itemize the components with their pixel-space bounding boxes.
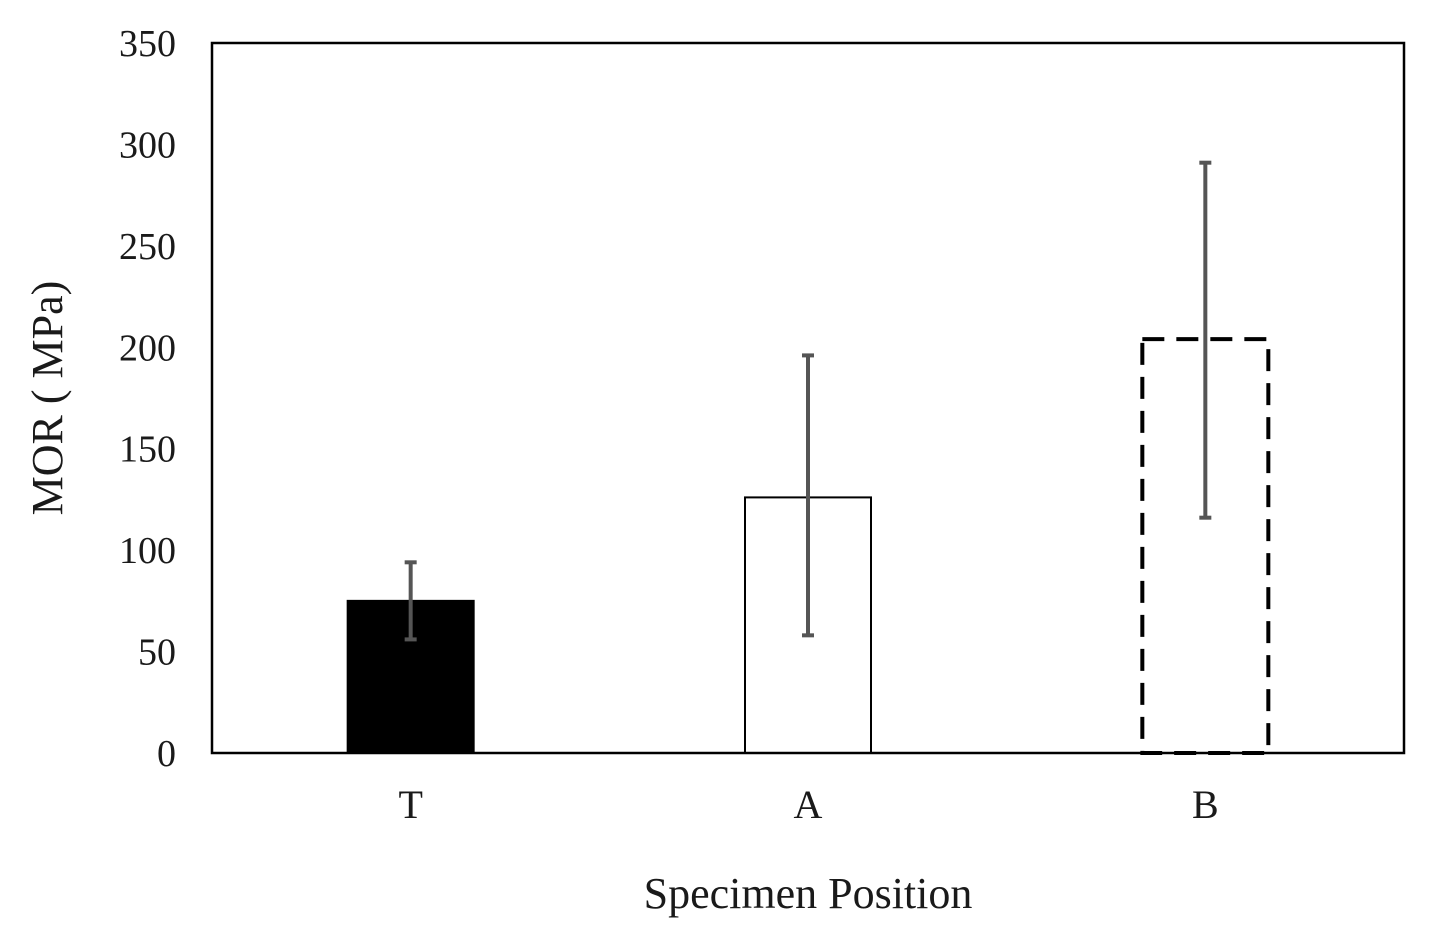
y-axis-title: MOR ( MPa) xyxy=(23,281,72,516)
plot-area-frame xyxy=(210,41,1406,755)
y-tick-label: 0 xyxy=(157,733,176,775)
y-tick-label: 300 xyxy=(119,124,176,166)
x-axis-title: Specimen Position xyxy=(644,869,973,918)
x-category-label: B xyxy=(1192,782,1219,827)
x-category-label: A xyxy=(794,782,823,827)
y-tick-label: 100 xyxy=(119,530,176,572)
x-category-label: T xyxy=(398,782,422,827)
y-tick-label: 200 xyxy=(119,327,176,369)
error-bar-B xyxy=(1199,160,1212,520)
error-bar-A xyxy=(802,353,814,638)
y-axis-tick-labels: 0 50 100 150 200 250 300 350 xyxy=(119,23,176,775)
error-bar-T xyxy=(404,560,417,642)
y-tick-label: 50 xyxy=(138,632,176,674)
y-tick-label: 350 xyxy=(119,23,176,65)
y-tick-label: 150 xyxy=(119,429,176,471)
y-tick-label: 250 xyxy=(119,226,176,268)
error-bars-layer xyxy=(404,160,1212,642)
